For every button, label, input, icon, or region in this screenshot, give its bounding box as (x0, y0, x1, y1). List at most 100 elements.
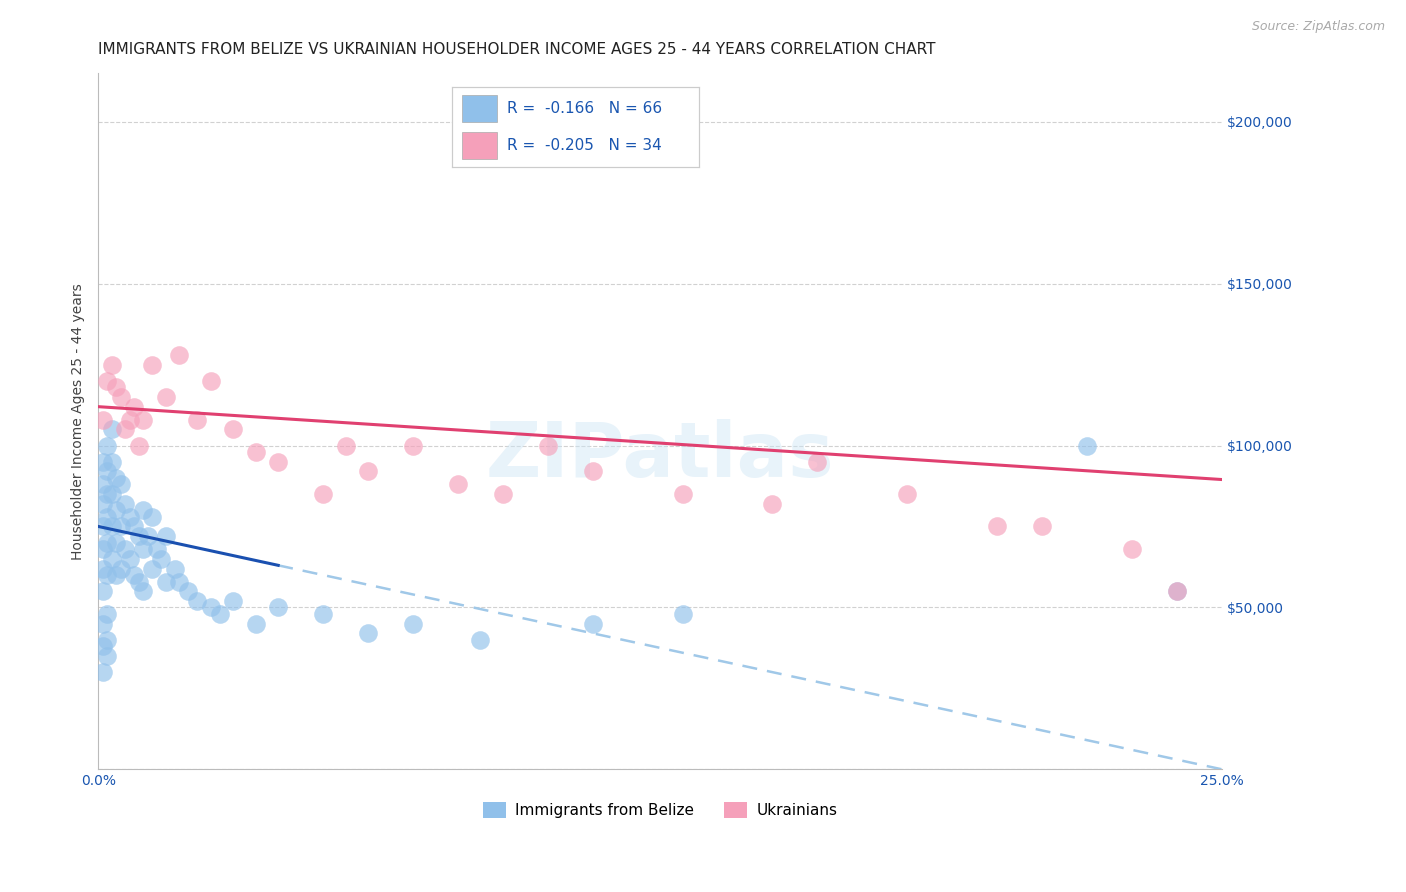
Point (671, 487, 693, 501)
Point (124, 400, 146, 414)
Point (96, 487, 118, 501)
Point (128, 574, 150, 589)
Point (267, 600, 290, 615)
Point (169, 348, 191, 362)
Point (896, 487, 918, 501)
Point (986, 519, 1008, 533)
Point (402, 438, 425, 452)
Point (110, 561, 132, 575)
Point (186, 412, 208, 426)
Point (91, 616, 114, 631)
Point (132, 503, 155, 517)
Point (101, 455, 124, 469)
Point (200, 600, 222, 615)
Point (91, 584, 114, 599)
Point (1166, 584, 1188, 599)
Point (582, 616, 605, 631)
Point (105, 380, 128, 394)
Point (96, 568, 118, 582)
Point (492, 487, 515, 501)
Point (132, 412, 155, 426)
Point (267, 455, 290, 469)
Point (91, 561, 114, 575)
Point (91, 640, 114, 654)
Point (169, 574, 191, 589)
Point (132, 584, 155, 599)
Point (671, 607, 693, 621)
Point (1076, 438, 1098, 452)
Legend: Immigrants from Belize, Ukrainians: Immigrants from Belize, Ukrainians (477, 796, 844, 824)
Point (110, 390, 132, 404)
Point (806, 455, 828, 469)
Point (118, 509, 141, 524)
Point (96, 438, 118, 452)
Point (357, 465, 380, 479)
Point (1031, 519, 1053, 533)
Point (101, 422, 124, 436)
Point (101, 519, 124, 533)
Text: ZIPatlas: ZIPatlas (486, 419, 834, 493)
Point (537, 438, 560, 452)
Point (132, 542, 155, 557)
Point (136, 529, 159, 543)
Point (402, 616, 425, 631)
Point (96, 465, 118, 479)
Point (96, 632, 118, 647)
Point (761, 497, 783, 511)
Point (101, 358, 124, 372)
Point (91, 542, 114, 557)
Point (150, 552, 173, 566)
Point (1166, 584, 1188, 599)
Point (114, 422, 136, 436)
Point (1121, 542, 1143, 557)
Point (155, 390, 177, 404)
Point (96, 374, 118, 388)
Text: Source: ZipAtlas.com: Source: ZipAtlas.com (1251, 20, 1385, 33)
Point (105, 568, 128, 582)
Point (222, 594, 245, 608)
Point (582, 465, 605, 479)
Point (208, 607, 231, 621)
Point (91, 412, 114, 426)
Point (357, 626, 380, 640)
Point (200, 374, 222, 388)
Point (91, 455, 114, 469)
Text: IMMIGRANTS FROM BELIZE VS UKRAINIAN HOUSEHOLDER INCOME AGES 25 - 44 YEARS CORREL: IMMIGRANTS FROM BELIZE VS UKRAINIAN HOUS… (98, 42, 936, 57)
Point (141, 509, 163, 524)
Point (105, 535, 128, 549)
Point (245, 616, 267, 631)
Point (141, 561, 163, 575)
Point (91, 497, 114, 511)
Point (96, 535, 118, 549)
Point (101, 487, 124, 501)
Point (335, 438, 357, 452)
Point (141, 358, 163, 372)
Point (312, 487, 335, 501)
Point (114, 497, 136, 511)
Point (105, 503, 128, 517)
Point (163, 561, 186, 575)
Point (101, 552, 124, 566)
Point (110, 519, 132, 533)
Point (128, 438, 150, 452)
Point (177, 584, 200, 599)
Point (186, 594, 208, 608)
Point (96, 648, 118, 663)
Point (447, 477, 470, 491)
Point (110, 477, 132, 491)
Point (128, 529, 150, 543)
Point (105, 471, 128, 485)
Point (114, 542, 136, 557)
Point (124, 568, 146, 582)
Point (118, 412, 141, 426)
Point (155, 574, 177, 589)
Y-axis label: Householder Income Ages 25 - 44 years: Householder Income Ages 25 - 44 years (72, 283, 86, 559)
Point (146, 542, 169, 557)
Point (155, 529, 177, 543)
Point (118, 552, 141, 566)
Point (222, 422, 245, 436)
Point (470, 632, 492, 647)
Point (124, 519, 146, 533)
Point (96, 607, 118, 621)
Point (245, 445, 267, 459)
